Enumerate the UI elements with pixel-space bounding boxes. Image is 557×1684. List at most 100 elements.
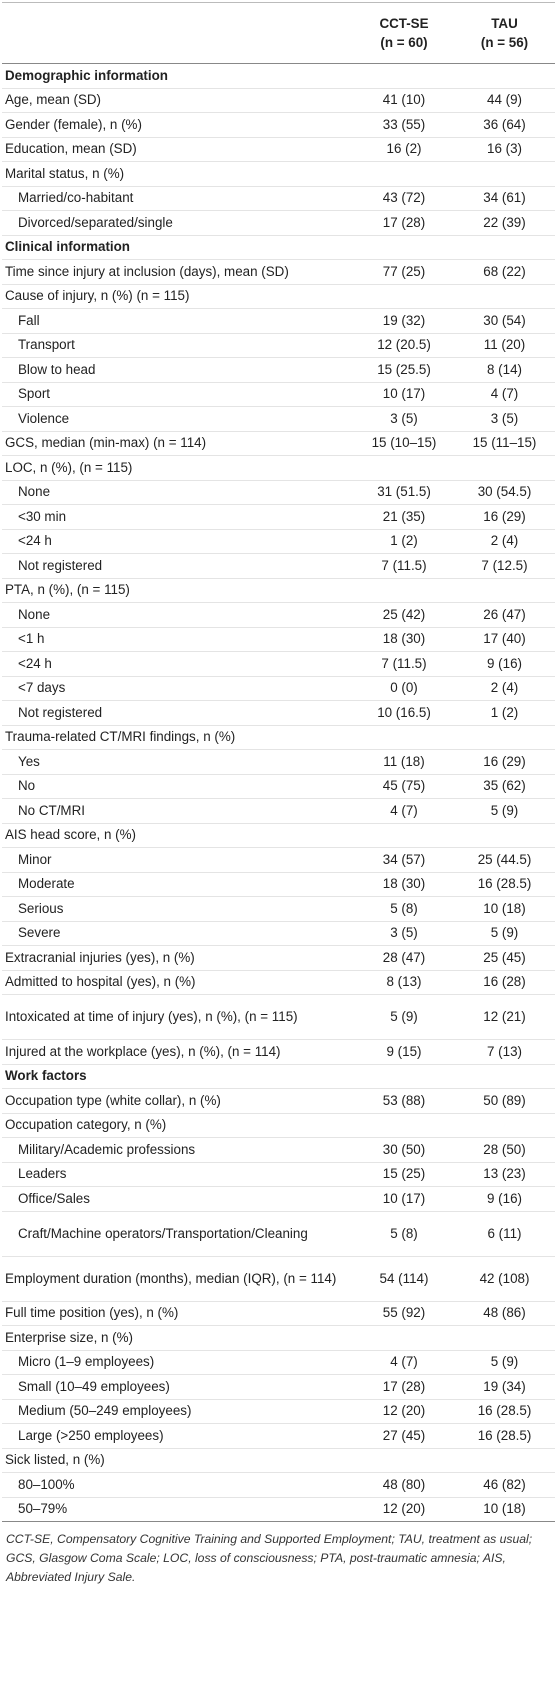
row-label: 80–100% (2, 1472, 354, 1498)
row: <7 days 0 (0) 2 (4) (2, 676, 555, 701)
row: No 45 (75) 35 (62) (2, 774, 555, 799)
cell: 7 (12.5) (454, 553, 555, 579)
cell (454, 823, 555, 848)
cell: 21 (35) (354, 504, 454, 530)
cell: 2 (4) (454, 529, 555, 554)
row: Cause of injury, n (%) (n = 115) (2, 284, 555, 309)
cell: 48 (86) (454, 1301, 555, 1326)
cell: 3 (5) (354, 921, 454, 946)
cell: 33 (55) (354, 112, 454, 138)
cell: 45 (75) (354, 774, 454, 799)
section-title: Work factors (2, 1064, 555, 1089)
row: Military/Academic professions 30 (50) 28 (… (2, 1137, 555, 1163)
row-label: Trauma-related CT/MRI findings, n (%) (2, 725, 354, 750)
cell (354, 455, 454, 481)
cell: 46 (82) (454, 1472, 555, 1498)
cell: 16 (3) (454, 137, 555, 162)
row: Transport 12 (20.5) 11 (20) (2, 333, 555, 358)
row-label: Time since injury at inclusion (days), m… (2, 259, 354, 285)
row: Not registered 10 (16.5) 1 (2) (2, 700, 555, 726)
row-label: Moderate (2, 872, 354, 897)
table-wrap: CCT-SE (n = 60) TAU (n = 56) Demographic i… (2, 2, 555, 1584)
cell: 9 (16) (454, 1186, 555, 1212)
cell: 11 (20) (454, 333, 555, 358)
row: Injured at the workplace (yes), n (%), (… (2, 1039, 555, 1065)
row-label: Admitted to hospital (yes), n (%) (2, 970, 354, 995)
cell: 3 (5) (354, 406, 454, 432)
section-title: Demographic information (2, 63, 555, 89)
row-label: <30 min (2, 504, 354, 530)
cell (354, 578, 454, 603)
section-row: Demographic information (2, 63, 555, 89)
row-label: <7 days (2, 676, 354, 701)
cell: 54 (114) (354, 1256, 454, 1302)
cell: 26 (47) (454, 602, 555, 628)
cell: 3 (5) (454, 406, 555, 432)
row: Employment duration (months), median (IQ… (2, 1256, 555, 1302)
cell: 7 (11.5) (354, 651, 454, 677)
cell: 6 (11) (454, 1211, 555, 1257)
row-label: Blow to head (2, 357, 354, 383)
row-label: Leaders (2, 1162, 354, 1187)
row: Extracranial injuries (yes), n (%) 28 (47… (2, 945, 555, 971)
section-row: Work factors (2, 1064, 555, 1089)
cell: 68 (22) (454, 259, 555, 285)
cell: 12 (20.5) (354, 333, 454, 358)
row-label: Full time position (yes), n (%) (2, 1301, 354, 1326)
cell: 17 (28) (354, 1374, 454, 1400)
cell (454, 578, 555, 603)
row-label: Age, mean (SD) (2, 88, 354, 113)
row: GCS, median (min-max) (n = 114) 15 (10–15… (2, 431, 555, 456)
cell: 9 (16) (454, 651, 555, 677)
cell: 25 (42) (354, 602, 454, 628)
cell: 30 (54) (454, 308, 555, 334)
cell (454, 725, 555, 750)
cell: 10 (16.5) (354, 700, 454, 726)
row-label: Injured at the workplace (yes), n (%), (… (2, 1039, 354, 1065)
cell: 10 (18) (454, 896, 555, 922)
cell: 16 (28.5) (454, 1423, 555, 1449)
cell: 4 (7) (454, 382, 555, 407)
cell: 28 (47) (354, 945, 454, 971)
cell: 7 (13) (454, 1039, 555, 1065)
cell: 19 (34) (454, 1374, 555, 1400)
row-label: Serious (2, 896, 354, 922)
row: LOC, n (%), (n = 115) (2, 455, 555, 481)
row: None 25 (42) 26 (47) (2, 602, 555, 628)
row-label: Office/Sales (2, 1186, 354, 1212)
row: Time since injury at inclusion (days), m… (2, 259, 555, 285)
cell: 35 (62) (454, 774, 555, 799)
cell: 16 (2) (354, 137, 454, 162)
cell: 18 (30) (354, 872, 454, 897)
row: 80–100% 48 (80) 46 (82) (2, 1472, 555, 1498)
cell: 25 (44.5) (454, 847, 555, 873)
row-label: <1 h (2, 627, 354, 652)
row: Minor 34 (57) 25 (44.5) (2, 847, 555, 873)
cell: 25 (45) (454, 945, 555, 971)
row: Large (>250 employees) 27 (45) 16 (28.5) (2, 1423, 555, 1449)
cell: 7 (11.5) (354, 553, 454, 579)
cell: 1 (2) (354, 529, 454, 554)
row-label: Violence (2, 406, 354, 432)
row-label: Fall (2, 308, 354, 334)
cell: 15 (25) (354, 1162, 454, 1187)
cell: 34 (57) (354, 847, 454, 873)
row-label: Occupation type (white collar), n (%) (2, 1088, 354, 1114)
row: Age, mean (SD) 41 (10) 44 (9) (2, 88, 555, 113)
row-label: <24 h (2, 529, 354, 554)
cell: 5 (9) (454, 798, 555, 824)
row: Intoxicated at time of injury (yes), n (… (2, 994, 555, 1040)
row: Moderate 18 (30) 16 (28.5) (2, 872, 555, 897)
row: <1 h 18 (30) 17 (40) (2, 627, 555, 652)
cell: 30 (54.5) (454, 480, 555, 505)
row-label: Yes (2, 749, 354, 775)
cell: 16 (28) (454, 970, 555, 995)
cell: 8 (13) (354, 970, 454, 995)
row-label: None (2, 480, 354, 505)
row-label: Small (10–49 employees) (2, 1374, 354, 1400)
row: Married/co-habitant 43 (72) 34 (61) (2, 186, 555, 211)
row-label: Divorced/separated/single (2, 210, 354, 236)
row: <30 min 21 (35) 16 (29) (2, 504, 555, 530)
